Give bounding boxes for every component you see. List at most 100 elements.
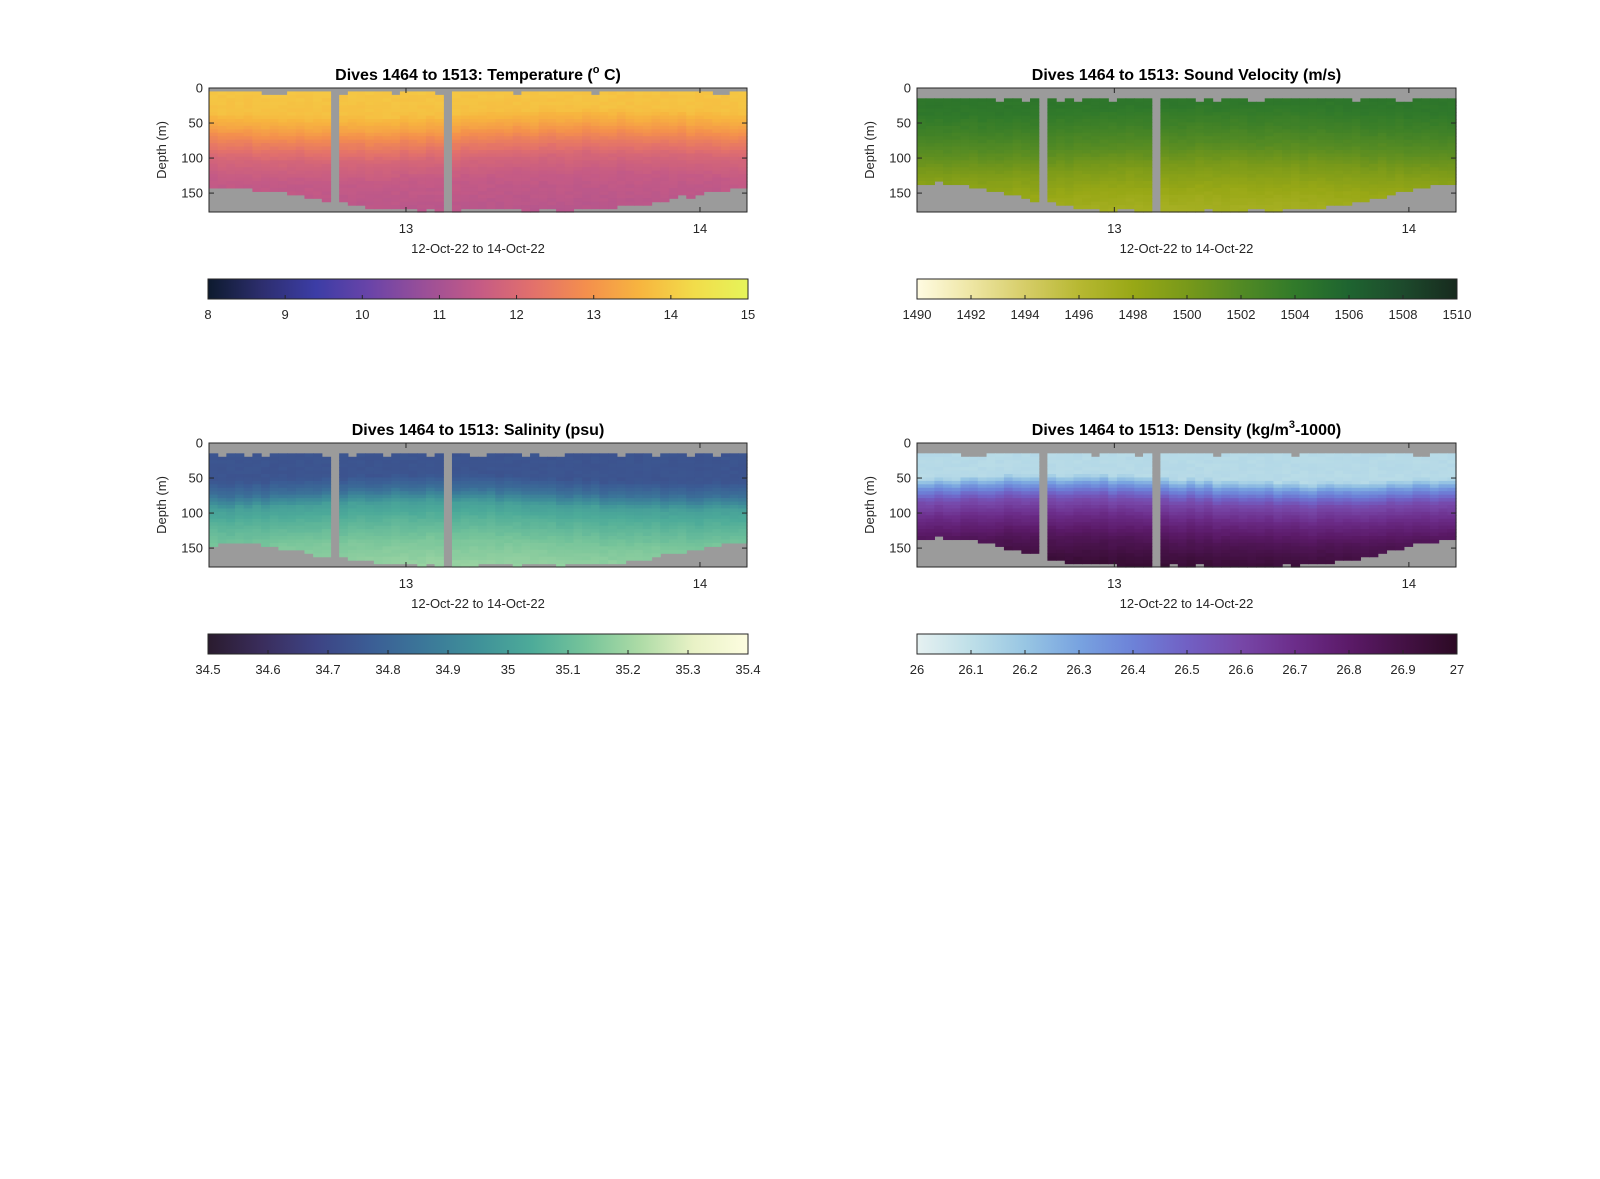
- heatmap-cell: [486, 198, 496, 203]
- heatmap-cell: [356, 546, 366, 551]
- heatmap-cell: [1116, 160, 1127, 165]
- heatmap-cell: [1116, 132, 1127, 137]
- heatmap-cell: [547, 474, 557, 479]
- heatmap-cell: [235, 184, 245, 189]
- heatmap-cell: [1334, 174, 1344, 179]
- heatmap-cell: [417, 453, 427, 458]
- heatmap-cell: [590, 105, 601, 110]
- heatmap-cell: [951, 115, 962, 120]
- heatmap-cell: [1108, 163, 1118, 168]
- heatmap-cell: [608, 198, 618, 203]
- heatmap-cell: [1064, 101, 1075, 106]
- heatmap-cell: [1212, 174, 1222, 179]
- heatmap-cell: [495, 501, 505, 506]
- heatmap-cell: [287, 143, 297, 148]
- heatmap-cell: [460, 201, 470, 206]
- heatmap-cell: [356, 153, 366, 158]
- heatmap-cell: [434, 553, 444, 558]
- heatmap-cell: [651, 105, 661, 110]
- heatmap-cell: [1421, 153, 1431, 158]
- heatmap-cell: [556, 98, 566, 103]
- heatmap-cell: [521, 98, 531, 103]
- heatmap-cell: [538, 546, 549, 551]
- heatmap-cell: [486, 470, 496, 475]
- heatmap-cell: [1342, 198, 1353, 203]
- heatmap-cell: [686, 146, 696, 151]
- heatmap-cell: [1177, 187, 1188, 192]
- heatmap-cell: [703, 163, 713, 168]
- heatmap-cell: [278, 529, 288, 534]
- heatmap-cell: [1012, 108, 1022, 113]
- heatmap-cell: [252, 125, 262, 130]
- heatmap-cell: [434, 198, 444, 203]
- heatmap-cell: [391, 505, 401, 510]
- heatmap-cell: [321, 460, 332, 465]
- heatmap-cell: [226, 539, 236, 544]
- heatmap-cell: [1264, 115, 1275, 120]
- heatmap-cell: [582, 139, 592, 144]
- heatmap-cell: [434, 194, 444, 199]
- heatmap-cell: [651, 115, 661, 120]
- heatmap-cell: [538, 125, 549, 130]
- heatmap-cell: [538, 494, 549, 499]
- heatmap-cell: [677, 177, 687, 182]
- heatmap-cell: [373, 132, 384, 137]
- heatmap-cell: [703, 153, 713, 158]
- heatmap-cell: [1229, 139, 1240, 144]
- heatmap-cell: [977, 136, 988, 141]
- heatmap-cell: [1090, 105, 1101, 110]
- heatmap-cell: [960, 181, 970, 186]
- heatmap-cell: [269, 129, 280, 134]
- heatmap-cell: [1099, 198, 1109, 203]
- heatmap-cell: [391, 167, 401, 172]
- heatmap-cell: [304, 491, 314, 496]
- heatmap-cell: [408, 546, 418, 551]
- heatmap-cell: [1351, 194, 1361, 199]
- heatmap-cell: [547, 177, 557, 182]
- heatmap-cell: [582, 156, 592, 161]
- heatmap-cell: [608, 156, 618, 161]
- heatmap-cell: [504, 146, 514, 151]
- heatmap-cell: [217, 480, 227, 485]
- heatmap-cell: [1282, 129, 1292, 134]
- heatmap-cell: [425, 529, 436, 534]
- heatmap-cell: [729, 129, 739, 134]
- heatmap-cell: [668, 119, 679, 124]
- heatmap-cell: [209, 184, 219, 189]
- heatmap-cell: [1047, 98, 1057, 103]
- heatmap-cell: [582, 174, 592, 179]
- heatmap-cell: [660, 146, 670, 151]
- heatmap-cell: [478, 194, 488, 199]
- heatmap-cell: [391, 191, 401, 196]
- heatmap-cell: [1308, 146, 1318, 151]
- heatmap-cell: [313, 170, 323, 175]
- heatmap-cell: [1134, 205, 1144, 210]
- heatmap-cell: [365, 525, 375, 530]
- heatmap-cell: [313, 484, 323, 489]
- heatmap-cell: [469, 536, 479, 541]
- heatmap-cell: [590, 108, 601, 113]
- heatmap-cell: [1090, 146, 1101, 151]
- heatmap-cell: [373, 174, 384, 179]
- heatmap-cell: [235, 139, 245, 144]
- heatmap-cell: [261, 101, 271, 106]
- heatmap-cell: [590, 194, 601, 199]
- heatmap-cell: [995, 156, 1005, 161]
- heatmap-cell: [495, 163, 505, 168]
- heatmap-cell: [925, 156, 935, 161]
- heatmap-cell: [478, 515, 488, 520]
- heatmap-cell: [1177, 184, 1188, 189]
- heatmap-cell: [1342, 115, 1353, 120]
- heatmap-cell: [677, 115, 687, 120]
- heatmap-cell: [469, 480, 479, 485]
- heatmap-cell: [599, 108, 609, 113]
- heatmap-cell: [547, 163, 557, 168]
- heatmap-cell: [573, 170, 583, 175]
- heatmap-cell: [347, 518, 358, 523]
- heatmap-cell: [1090, 184, 1101, 189]
- heatmap-cell: [434, 470, 444, 475]
- heatmap-cell: [287, 515, 297, 520]
- heatmap-cell: [651, 108, 661, 113]
- heatmap-cell: [486, 463, 496, 468]
- colorbar: 8 9 10 11 12 13 14 15: [204, 278, 755, 322]
